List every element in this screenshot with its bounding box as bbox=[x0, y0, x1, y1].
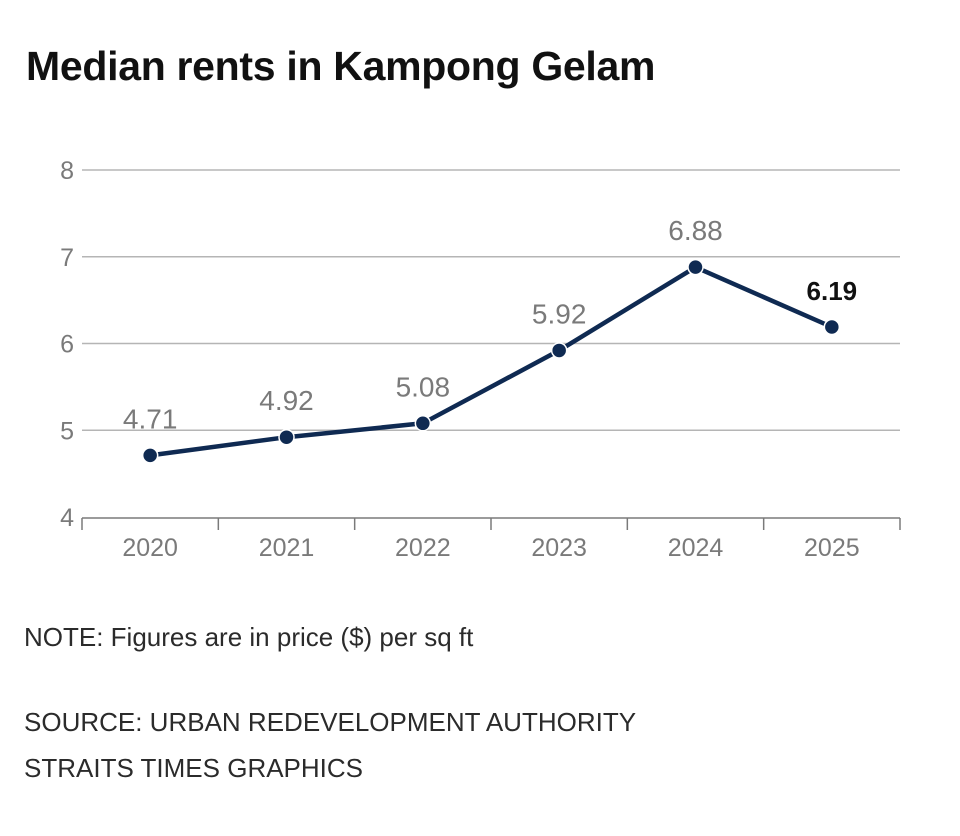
data-point-2025 bbox=[823, 318, 841, 336]
source-credit: SOURCE: URBAN REDEVELOPMENT AUTHORITY bbox=[24, 707, 637, 737]
x-tick-label: 2024 bbox=[668, 534, 724, 562]
y-axis-tick-labels: 4 5 6 7 8 bbox=[60, 157, 74, 532]
data-label-2024: 6.88 bbox=[668, 215, 723, 246]
y-tick-label: 6 bbox=[60, 331, 74, 359]
data-points bbox=[141, 258, 841, 464]
y-tick-label: 4 bbox=[60, 504, 74, 532]
data-label-2022: 5.08 bbox=[396, 371, 451, 402]
x-tick-label: 2022 bbox=[395, 534, 451, 562]
data-point-2021 bbox=[278, 428, 295, 446]
x-axis-tick-labels: 2020 2021 2022 2023 2024 2025 bbox=[122, 534, 859, 562]
x-tick-label: 2021 bbox=[259, 534, 315, 562]
data-label-2021: 4.92 bbox=[259, 385, 314, 416]
data-label-2025: 6.19 bbox=[807, 276, 858, 306]
x-tick-label: 2020 bbox=[122, 534, 178, 562]
data-labels: 4.71 4.92 5.08 5.92 6.88 6.19 bbox=[123, 215, 857, 434]
data-label-2023: 5.92 bbox=[532, 298, 587, 329]
data-label-2020: 4.71 bbox=[123, 403, 178, 434]
x-axis bbox=[81, 517, 901, 530]
line-chart: 4 5 6 7 8 2020 2021 2022 2023 2024 2025 4.71 4.92 5… bbox=[60, 157, 901, 562]
data-point-2022 bbox=[414, 415, 432, 432]
graphics-credit: STRAITS TIMES GRAPHICS bbox=[24, 753, 364, 783]
y-tick-label: 8 bbox=[60, 157, 74, 185]
chart-note: NOTE: Figures are in price ($) per sq ft bbox=[24, 622, 474, 652]
y-tick-label: 7 bbox=[60, 244, 74, 272]
data-point-2023 bbox=[550, 342, 568, 359]
x-tick-label: 2025 bbox=[804, 534, 860, 562]
data-point-2024 bbox=[687, 258, 704, 276]
series-line-layer bbox=[147, 264, 835, 458]
y-tick-label: 5 bbox=[60, 417, 74, 445]
series-line bbox=[147, 264, 835, 458]
gridlines bbox=[82, 169, 900, 431]
data-point-2020 bbox=[141, 447, 159, 464]
x-tick-label: 2023 bbox=[531, 534, 587, 562]
chart-title: Median rents in Kampong Gelam bbox=[26, 43, 656, 89]
